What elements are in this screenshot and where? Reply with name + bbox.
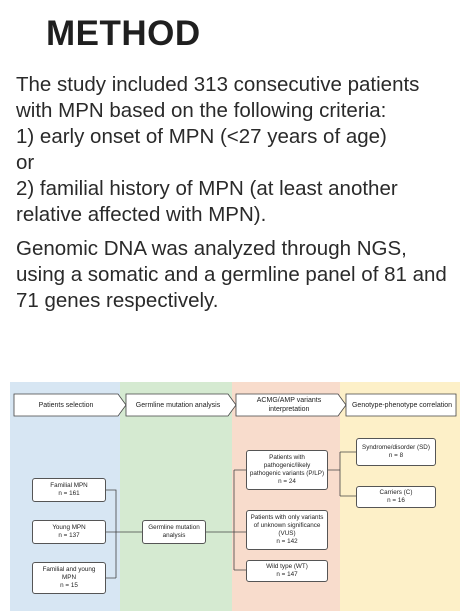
box-wild-type: Wild type (WT) n = 147 (246, 560, 328, 582)
or-text: or (16, 151, 35, 174)
box-count: n = 161 (58, 490, 80, 497)
box-syndrome-disorder: Syndrome/disorder (SD) n = 8 (356, 438, 436, 466)
box-familial-young-mpn: Familial and young MPN n = 15 (32, 562, 106, 594)
box-young-mpn: Young MPN n = 137 (32, 520, 106, 544)
box-germline-analysis: Germline mutation analysis (142, 520, 206, 544)
criterion-1: 1) early onset of MPN (<27 years of age) (16, 125, 387, 148)
box-familial-mpn: Familial MPN n = 161 (32, 478, 106, 502)
header-germline-analysis: Germline mutation analysis (135, 401, 221, 409)
box-label: Patients with pathogenic/likely pathogen… (249, 454, 325, 477)
box-label: Familial MPN (50, 482, 88, 489)
box-count: n = 24 (278, 478, 296, 485)
header-variants-interpretation: ACMG/AMP variants interpretation (256, 397, 322, 413)
study-flow-diagram: Patients selection Germline mutation ana… (10, 382, 460, 611)
connector-analysis (206, 469, 246, 571)
box-count: n = 142 (276, 538, 298, 545)
connector-variants (328, 451, 356, 497)
box-label: Patients with only variants of unknown s… (250, 514, 324, 537)
header-arrow-3 (235, 393, 347, 417)
page-title: METHOD (46, 14, 201, 53)
box-count: n = 8 (388, 452, 404, 459)
header-arrow-1 (13, 393, 127, 417)
box-label: Carriers (C) (379, 489, 413, 496)
intro-paragraph: The study included 313 consecutive patie… (16, 73, 420, 122)
box-carriers: Carriers (C) n = 16 (356, 486, 436, 508)
header-genotype-phenotype: Genotype-phenotype correlation (351, 401, 452, 409)
box-vus-variants: Patients with only variants of unknown s… (246, 510, 328, 550)
connector-lines (13, 393, 457, 579)
column-analysis (120, 382, 232, 611)
criterion-2: 2) familial history of MPN (at least ano… (16, 177, 398, 226)
box-label: Young MPN (52, 524, 86, 531)
box-count: n = 15 (60, 582, 78, 589)
header-arrow-4 (345, 393, 457, 417)
box-label: Syndrome/disorder (SD) (362, 444, 430, 451)
box-count: n = 137 (58, 532, 80, 539)
header-arrow-2 (125, 393, 237, 417)
box-label: Familial and young MPN (42, 566, 96, 581)
connector-selection (106, 489, 142, 579)
genomic-paragraph: Genomic DNA was analyzed through NGS, us… (16, 237, 447, 312)
box-label: Wild type (WT) (266, 563, 308, 570)
box-count: n = 16 (387, 497, 405, 504)
method-text: The study included 313 consecutive patie… (16, 72, 461, 314)
header-patients-selection: Patients selection (38, 401, 94, 409)
box-plp-variants: Patients with pathogenic/likely pathogen… (246, 450, 328, 490)
box-count: n = 147 (276, 571, 298, 578)
